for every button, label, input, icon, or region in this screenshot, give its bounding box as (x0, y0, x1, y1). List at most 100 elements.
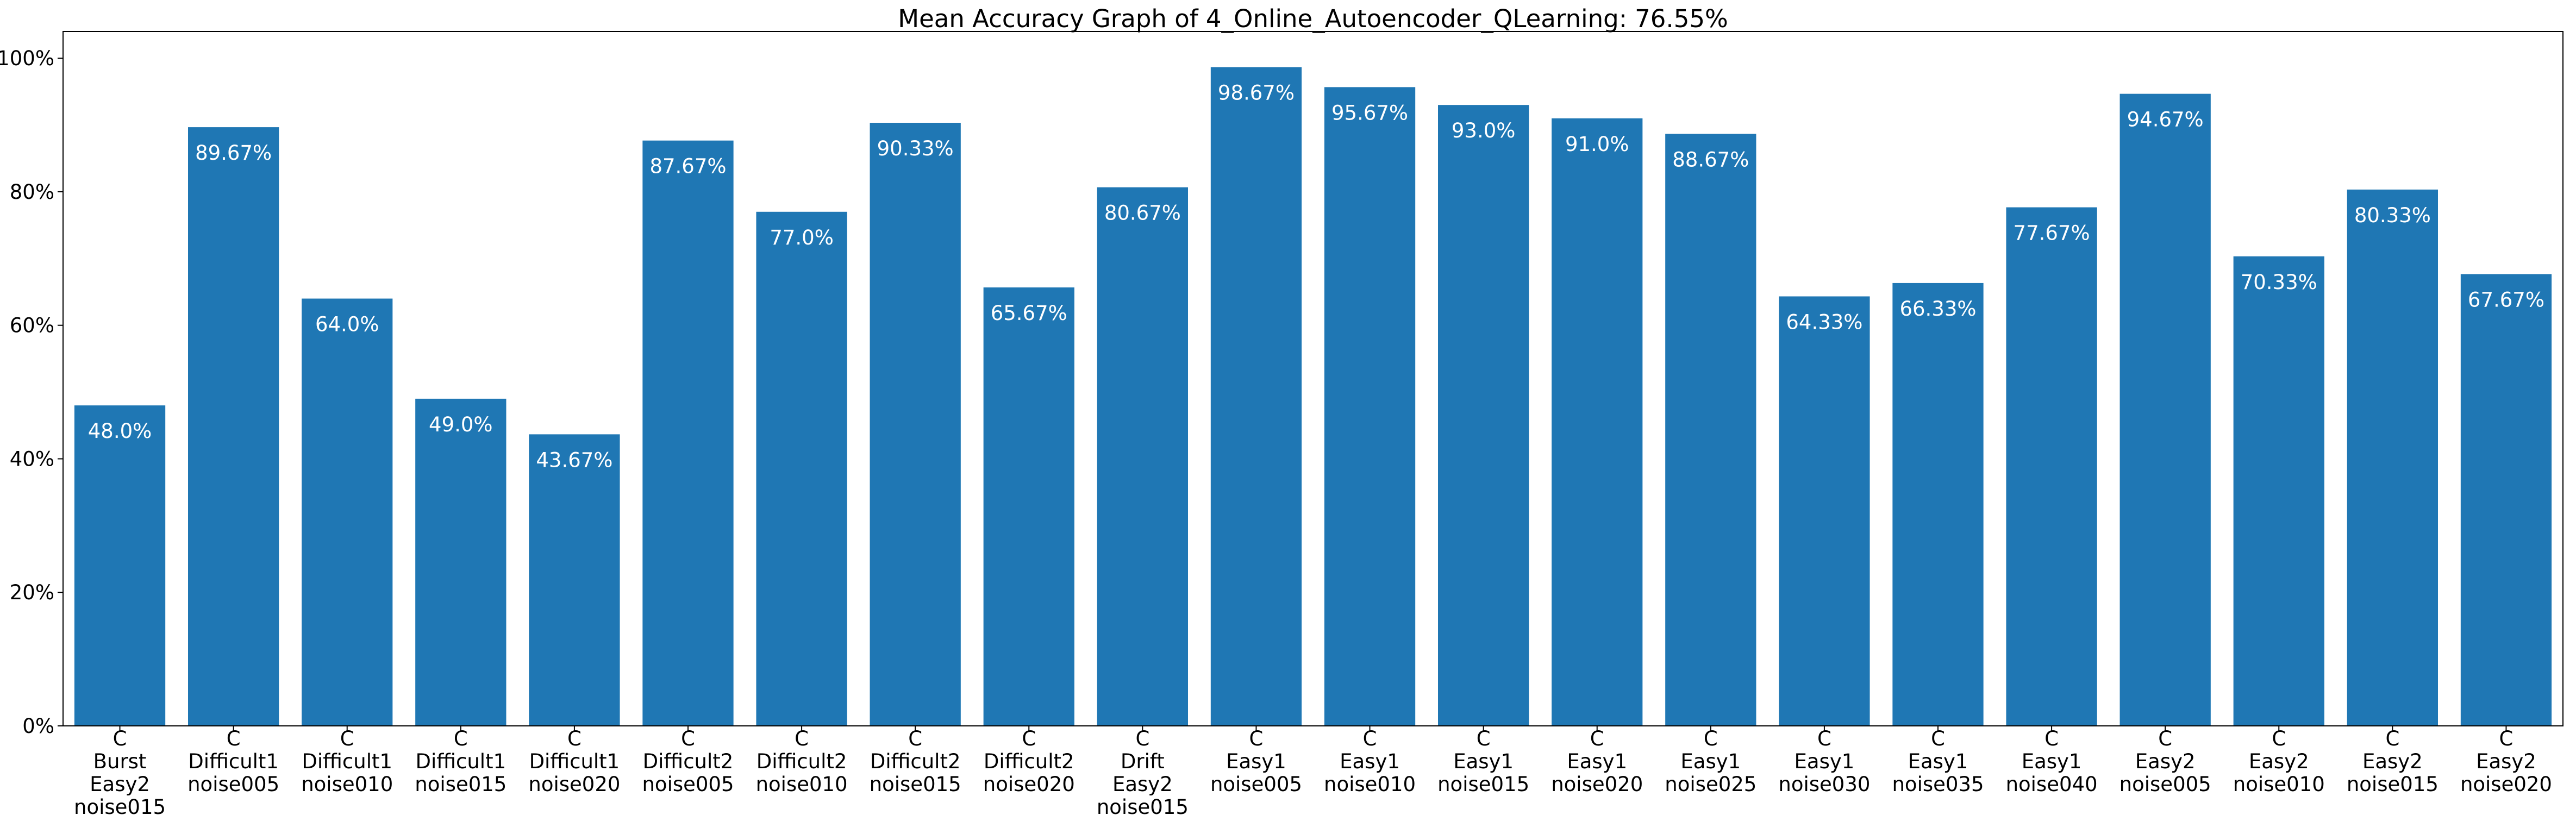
x-tick-label-line: noise015 (1097, 795, 1189, 815)
x-tick-label-line: Difficult2 (870, 750, 961, 773)
bar-value-label: 66.33% (1899, 297, 1976, 321)
bar (870, 122, 961, 726)
plot-frame (62, 31, 2564, 726)
x-tick-label: C Difficult1 noise005 (187, 727, 279, 796)
x-tick-label-line: C (1477, 727, 1491, 750)
x-tick-label-line: Difficult1 (529, 750, 620, 773)
x-tick-label-line: noise035 (1892, 773, 1984, 796)
bar-value-label: 64.33% (1786, 310, 1862, 334)
bar (1210, 67, 1302, 726)
bar-value-label: 89.67% (195, 141, 272, 165)
x-tick-label-line: C (1590, 727, 1604, 750)
x-tick-label: C Easy2 noise010 (2233, 727, 2325, 796)
x-tick-label-line: noise010 (2233, 773, 2325, 796)
bar (642, 140, 734, 726)
x-tick-label-line: Easy1 (1453, 750, 1514, 773)
bar-value-label: 91.0% (1565, 133, 1629, 156)
x-tick-label: C Easy2 noise005 (2119, 727, 2211, 796)
x-tick-label-line: C (113, 727, 127, 750)
bar-series (74, 67, 2552, 726)
bar-value-label: 77.67% (2014, 222, 2090, 245)
x-tick-label-line: C (1931, 727, 1945, 750)
x-tick-label-line: noise030 (1778, 773, 1870, 796)
bar (1552, 118, 1643, 726)
x-tick-label: C Easy1 noise020 (1551, 727, 1643, 796)
y-axis: 0% 20% 40% 60% 80% 100% (0, 47, 63, 738)
x-tick-label-line: C (908, 727, 922, 750)
bar-value-label: 48.0% (88, 419, 152, 443)
bar (74, 405, 166, 726)
x-tick-label-line: Easy1 (1795, 750, 1855, 773)
x-tick-label-line: C (2385, 727, 2399, 750)
y-tick-label: 40% (10, 447, 54, 471)
bar (983, 287, 1074, 726)
x-tick-label-line: C (2272, 727, 2286, 750)
x-tick-label-line: noise025 (1665, 773, 1756, 796)
bar (415, 398, 507, 726)
bar-value-label: 80.33% (2354, 204, 2431, 227)
x-tick-label: C Easy2 noise015 (2347, 727, 2439, 796)
x-tick-label-line: Difficult2 (984, 750, 1074, 773)
x-tick-label-line: C (1817, 727, 1831, 750)
x-tick-label: C Difficult2 noise020 (983, 727, 1075, 796)
x-tick-label-line: Easy2 (2476, 750, 2536, 773)
bar-value-labels: 48.0% 89.67% 64.0% 49.0% 43.67% 87.67% 77.0% 90… (88, 81, 2544, 472)
bar-value-label: 90.33% (877, 137, 954, 160)
bar-value-label: 64.0% (315, 313, 379, 336)
x-tick-label-line: Difficult1 (415, 750, 506, 773)
x-tick-label-line: Easy1 (1680, 750, 1741, 773)
bar (756, 211, 847, 726)
x-tick-label: C Easy1 noise040 (2006, 727, 2098, 796)
y-tick-label: 60% (10, 314, 54, 337)
bar (2233, 256, 2324, 726)
x-tick-label-line: Easy2 (2135, 750, 2196, 773)
x-tick-label-line: noise005 (187, 773, 279, 796)
x-tick-label-line: Easy1 (2022, 750, 2082, 773)
x-tick-label-line: noise005 (642, 773, 734, 796)
x-tick-label: C Burst Easy2 noise015 (74, 727, 166, 815)
bar (1438, 105, 1529, 726)
x-tick-label-line: C (567, 727, 582, 750)
x-tick-label-line: noise005 (2119, 773, 2211, 796)
bar-value-label: 70.33% (2241, 271, 2317, 294)
x-tick-label-line: Difficult1 (188, 750, 279, 773)
bar (1097, 187, 1188, 726)
x-tick-label-line: C (1704, 727, 1718, 750)
x-tick-label-line: noise020 (528, 773, 620, 796)
bar-value-label: 88.67% (1672, 148, 1749, 171)
x-tick-label-line: C (340, 727, 354, 750)
x-tick-label: C Easy1 noise005 (1210, 727, 1302, 796)
x-tick-label-line: Drift (1121, 750, 1165, 773)
x-tick-label-line: noise010 (301, 773, 393, 796)
y-tick-label: 80% (10, 180, 54, 204)
x-tick-label-line: Difficult2 (643, 750, 734, 773)
x-tick-label-line: C (1363, 727, 1377, 750)
x-tick-label-line: C (2044, 727, 2059, 750)
x-tick-label-line: Easy2 (2362, 750, 2423, 773)
x-tick-label-line: Easy1 (1340, 750, 1400, 773)
x-tick-label-line: Difficult2 (756, 750, 847, 773)
bar (2006, 207, 2097, 726)
x-tick-label-line: noise015 (1437, 773, 1529, 796)
bar-value-label: 98.67% (1218, 81, 1295, 104)
bar (1892, 283, 1984, 726)
x-tick-label-line: C (2499, 727, 2514, 750)
x-tick-label: C Difficult1 noise015 (415, 727, 507, 796)
x-tick-label-line: C (1135, 727, 1149, 750)
x-tick-label: C Easy1 noise015 (1437, 727, 1529, 796)
x-tick-label-line: Easy2 (1112, 773, 1173, 796)
x-tick-label-line: noise010 (1324, 773, 1416, 796)
x-tick-label-line: noise010 (756, 773, 848, 796)
bar (2347, 189, 2438, 726)
x-tick-label-line: C (1249, 727, 1264, 750)
x-tick-label-line: noise020 (1551, 773, 1643, 796)
y-tick-label: 100% (0, 47, 54, 70)
bar-value-label: 67.67% (2468, 288, 2544, 311)
x-tick-label-line: noise040 (2006, 773, 2098, 796)
chart-title: Mean Accuracy Graph of 4_Online_Autoenco… (898, 4, 1728, 33)
x-tick-label-line: C (227, 727, 241, 750)
x-tick-label-line: Easy2 (90, 773, 150, 796)
x-tick-label: C Difficult2 noise010 (756, 727, 848, 796)
